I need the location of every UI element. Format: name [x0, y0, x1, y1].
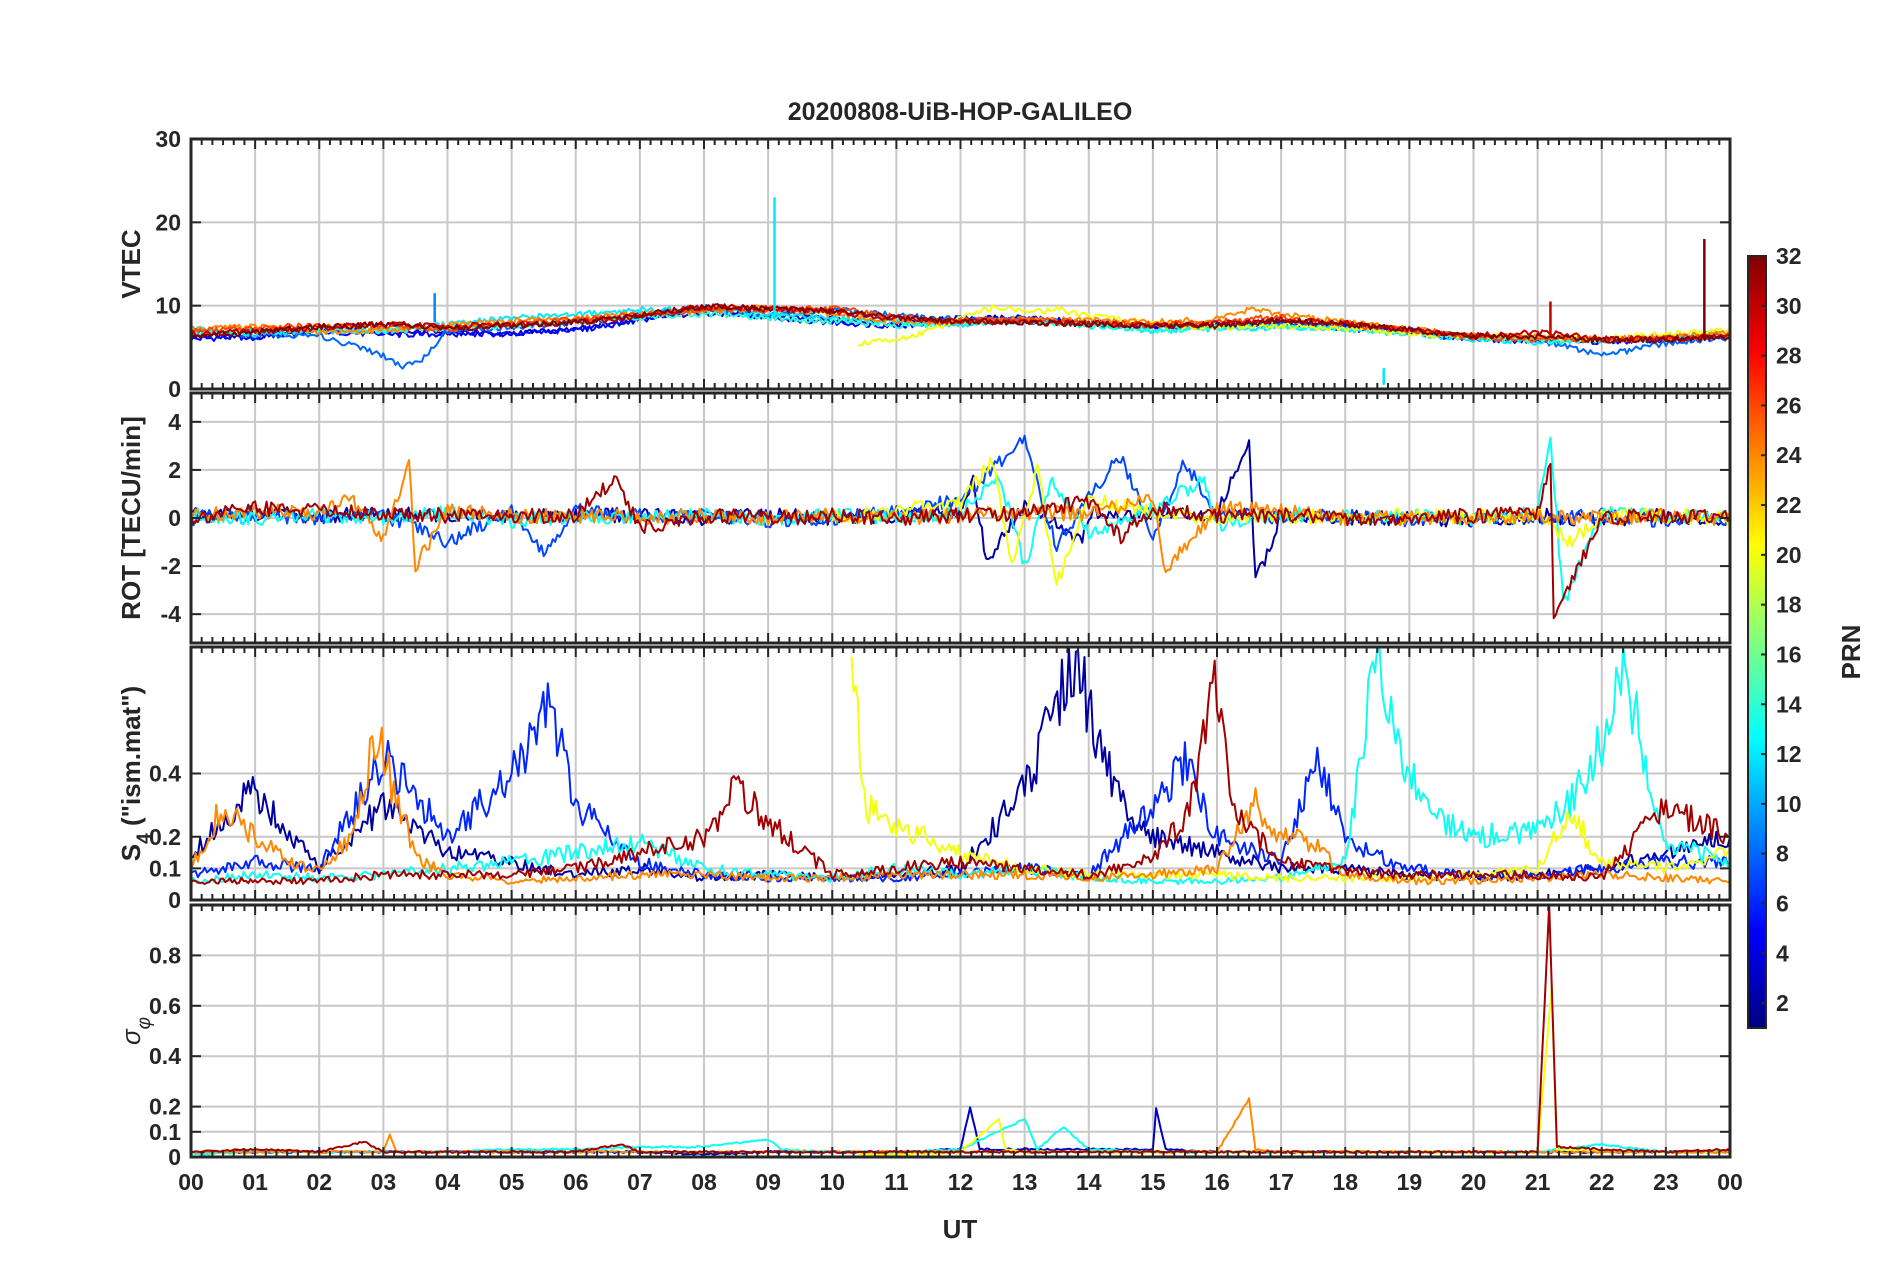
y-tick-label: 0	[168, 887, 181, 913]
x-tick-label: 15	[1140, 1169, 1166, 1195]
y-tick-label: 0	[168, 505, 181, 531]
x-tick-label: 02	[306, 1169, 332, 1195]
series-line-prn-24	[190, 726, 1731, 886]
colorbar-tick-label: 28	[1776, 343, 1802, 369]
x-tick-label: 17	[1268, 1169, 1294, 1195]
tick-marks	[190, 393, 1731, 643]
y-tick-label: 20	[155, 209, 181, 235]
y-tick-label: 4	[168, 409, 181, 435]
x-tick-labels: 00 01 02 03 04 05 06 07 08 09 10 11 12 13 14 15 16 17 18 19…	[178, 1169, 1743, 1195]
y-axis-label: VTEC	[116, 229, 146, 299]
colorbar-tick-label: 26	[1776, 392, 1802, 418]
y-tick-label: -4	[161, 601, 182, 627]
x-tick-label: 10	[819, 1169, 845, 1195]
colorbar-tick-label: 8	[1776, 841, 1789, 867]
x-tick-label: 12	[948, 1169, 974, 1195]
x-tick-label: 19	[1397, 1169, 1423, 1195]
y-axis-label: ROT [TECU/min]	[116, 416, 146, 620]
y-axis-label: σφ	[116, 1017, 155, 1045]
colorbar-tick-label: 32	[1776, 243, 1802, 269]
y-tick-label: 0.4	[149, 761, 181, 787]
x-tick-label: 14	[1076, 1169, 1102, 1195]
colorbar-tick-label: 12	[1776, 741, 1802, 767]
y-tick-label: 0.6	[149, 993, 181, 1019]
x-tick-label: 20	[1461, 1169, 1487, 1195]
x-tick-label: 05	[499, 1169, 525, 1195]
colorbar-tick-label: 6	[1776, 890, 1789, 916]
x-tick-label: 18	[1332, 1169, 1358, 1195]
colorbar-tick-label: 18	[1776, 592, 1802, 618]
y-tick-label: 30	[155, 126, 181, 152]
x-axis-label: UT	[943, 1214, 978, 1244]
colorbar-label: PRN	[1836, 625, 1866, 680]
y-tick-label: 0.1	[149, 855, 181, 881]
x-tick-label: 21	[1525, 1169, 1551, 1195]
colorbar-tick-label: 20	[1776, 542, 1802, 568]
colorbar-tick-label: 10	[1776, 791, 1802, 817]
x-tick-label: 09	[755, 1169, 781, 1195]
tick-marks	[190, 647, 1731, 901]
series-line-prn-30	[190, 303, 1731, 343]
y-tick-label: 0.1	[149, 1119, 181, 1145]
series-line-prn-32	[190, 303, 1731, 344]
x-tick-label: 23	[1653, 1169, 1679, 1195]
x-tick-label: 04	[435, 1169, 461, 1195]
colorbar-scale	[1747, 255, 1767, 1029]
y-tick-label: -2	[161, 553, 181, 579]
y-tick-label: 0.2	[149, 1094, 181, 1120]
series-line-prn-26	[190, 305, 1731, 344]
colorbar-tick-label: 4	[1776, 940, 1789, 966]
x-tick-label: 00	[1717, 1169, 1743, 1195]
y-tick-label: 0.8	[149, 942, 181, 968]
tick-marks	[190, 905, 1731, 1158]
series-line-prn-31	[190, 659, 1731, 886]
colorbar-tick-label: 16	[1776, 641, 1802, 667]
x-tick-label: 03	[371, 1169, 397, 1195]
x-tick-label: 22	[1589, 1169, 1615, 1195]
y-axis-label: S4 ("ism.mat")	[116, 686, 155, 861]
y-tick-label: 2	[168, 457, 181, 483]
x-tick-label: 06	[563, 1169, 589, 1195]
panel-rot: -4 -2 0 2 4 ROT [TECU/min]	[116, 391, 1732, 645]
chart-title: 20200808-UiB-HOP-GALILEO	[788, 98, 1133, 126]
x-tick-label: 13	[1012, 1169, 1038, 1195]
x-tick-label: 07	[627, 1169, 653, 1195]
y-tick-label: 10	[155, 293, 181, 319]
colorbar-tick-label: 14	[1776, 691, 1802, 717]
x-tick-label: 00	[178, 1169, 204, 1195]
series-line-prn-20	[850, 656, 1731, 883]
panel-vtec: 0 10 20 30 VTEC	[116, 126, 1732, 402]
colorbar-tick-label: 22	[1776, 492, 1802, 518]
x-tick-label: 08	[691, 1169, 717, 1195]
colorbar-tick-label: 2	[1776, 990, 1789, 1016]
series-line-prn-31	[190, 462, 1731, 620]
y-tick-label: 0	[168, 376, 181, 402]
tick-marks	[190, 138, 1731, 390]
x-tick-label: 16	[1204, 1169, 1230, 1195]
panel-s4: 0 0.1 0.2 0.4S4 ("ism.mat")	[116, 645, 1732, 913]
x-tick-label: 11	[884, 1169, 909, 1195]
x-tick-label: 01	[242, 1169, 268, 1195]
colorbar-tick-label: 24	[1776, 442, 1802, 468]
y-tick-label: 0	[168, 1144, 181, 1170]
y-tick-label: 0.4	[149, 1043, 181, 1069]
panel-sigma_phi: 00.10.2 0.4 0.6 0.8 σφ	[116, 903, 1732, 1170]
y-tick-label: 0.2	[149, 824, 181, 850]
colorbar-tick-label: 30	[1776, 293, 1802, 319]
